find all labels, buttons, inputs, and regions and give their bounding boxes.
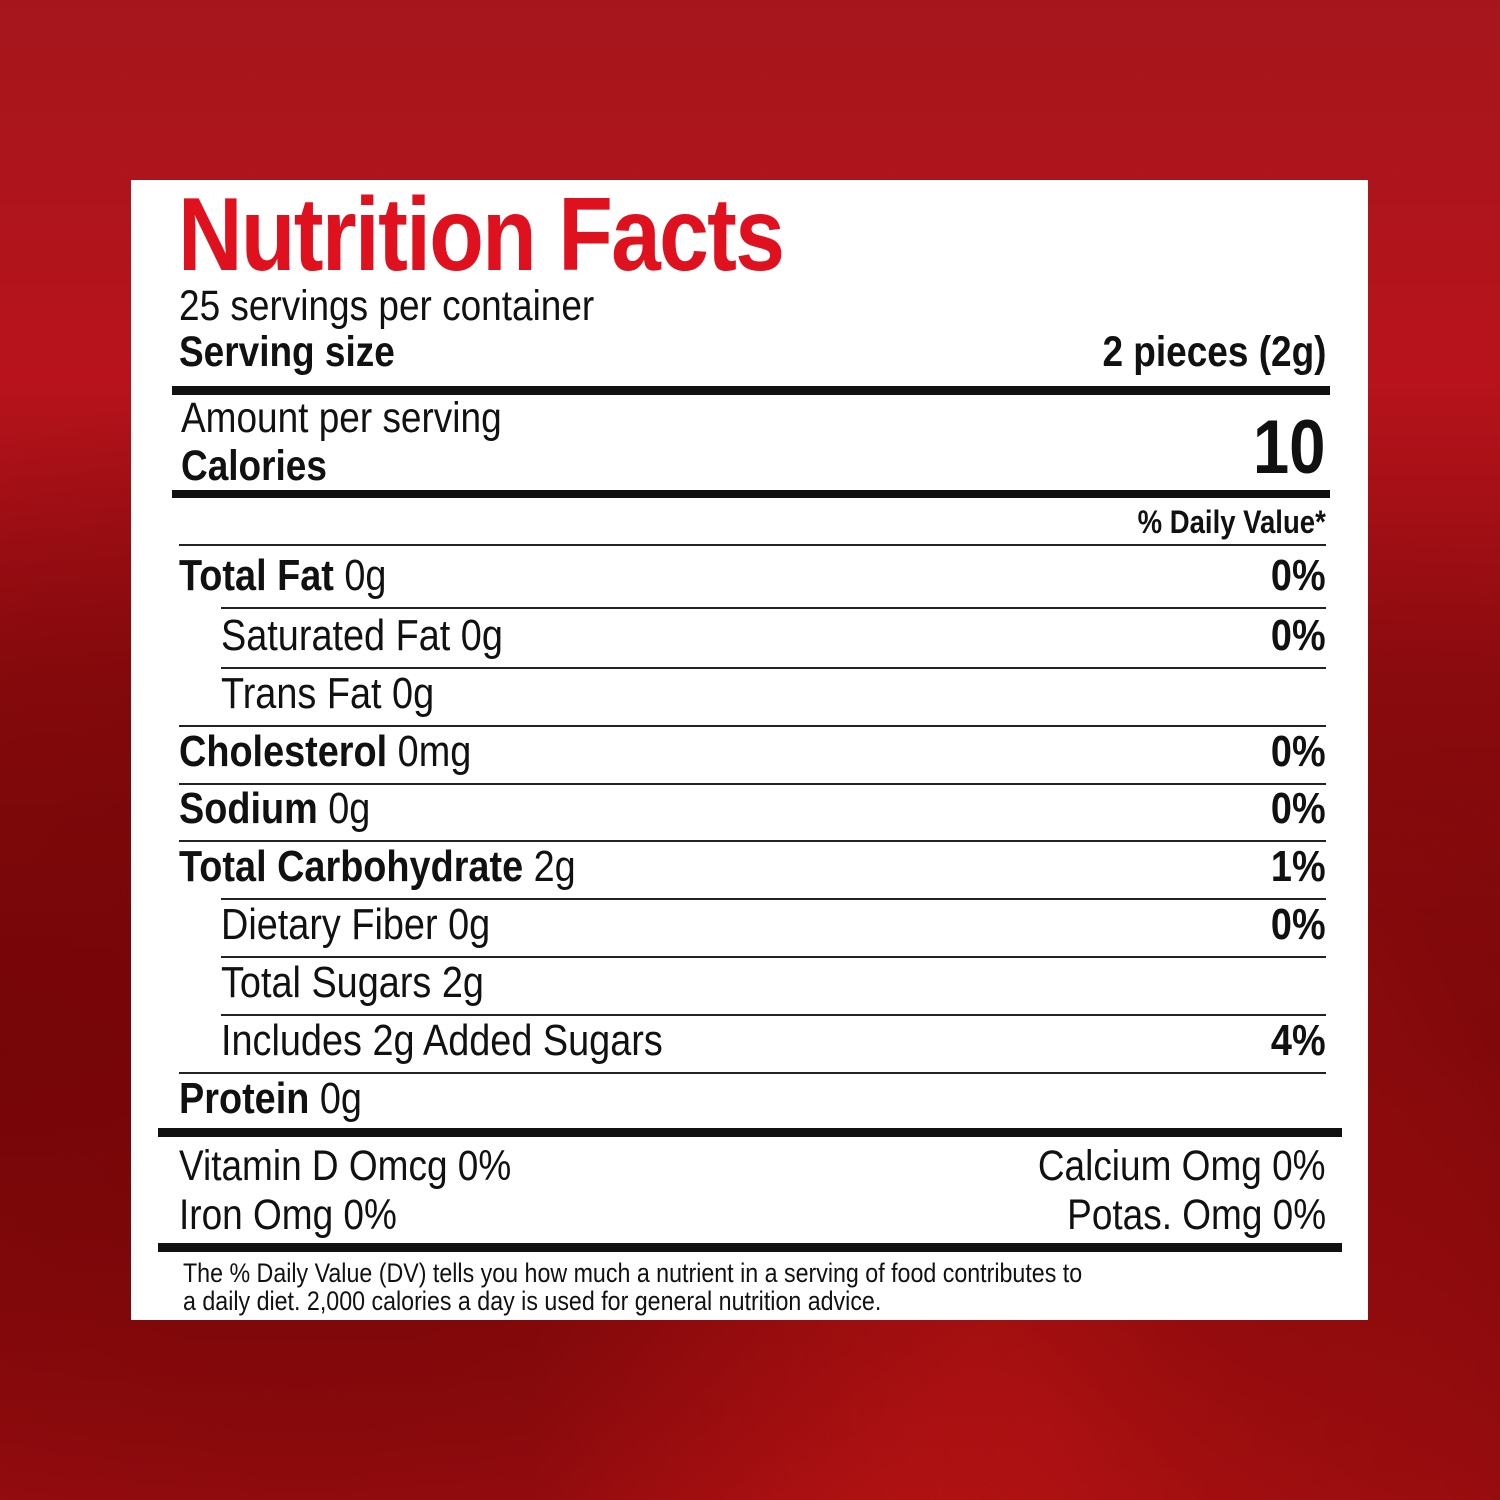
serving-size-label: Serving size	[179, 328, 395, 376]
nutrient-row: Protein 0g	[179, 1071, 1326, 1127]
amount-per-serving: Amount per serving	[181, 394, 502, 442]
nutrient-label: Cholesterol 0mg	[179, 727, 471, 777]
potassium: Potas. Omg 0%	[1067, 1191, 1326, 1239]
divider	[221, 1014, 1326, 1016]
divider	[179, 1072, 1326, 1074]
nutrient-amount: 0g	[319, 1074, 362, 1123]
divider	[179, 725, 1326, 727]
thick-divider	[158, 1128, 1342, 1137]
nutrient-label: Total Fat 0g	[179, 551, 386, 601]
vitamin-d: Vitamin D Omcg 0%	[179, 1142, 512, 1190]
nutrient-row: Trans Fat 0g	[221, 666, 1326, 722]
servings-per-container: 25 servings per container	[179, 282, 595, 330]
nutrient-row: Includes 2g Added Sugars 4%	[221, 1013, 1326, 1069]
divider	[221, 607, 1326, 609]
divider	[179, 783, 1326, 785]
nutrient-amount: 0g	[448, 900, 491, 949]
footnote-line-1: The % Daily Value (DV) tells you how muc…	[183, 1258, 1083, 1288]
footnote-line-2: a daily diet. 2,000 calories a day is us…	[183, 1286, 882, 1316]
nutrient-amount: 2g	[533, 842, 576, 891]
nutrient-amount: 0g	[344, 551, 387, 600]
nutrient-daily-value: 4%	[1271, 1016, 1326, 1065]
nutrient-amount: 0g	[328, 784, 371, 833]
divider	[221, 898, 1326, 900]
nutrient-label: Protein 0g	[179, 1074, 362, 1124]
nutrient-row: Total Carbohydrate 2g 1%	[179, 839, 1326, 895]
nutrient-label: Trans Fat 0g	[221, 669, 434, 719]
nutrition-facts-panel: Nutrition Facts 25 servings per containe…	[131, 180, 1368, 1320]
nutrient-daily-value: 0%	[1271, 727, 1326, 776]
nutrient-name: Total Carbohydrate	[179, 842, 524, 891]
divider	[179, 840, 1326, 842]
divider	[221, 667, 1326, 669]
calories-value: 10	[1253, 405, 1326, 490]
nutrient-daily-value: 0%	[1271, 900, 1326, 949]
nutrient-row: Saturated Fat 0g 0%	[221, 608, 1326, 664]
daily-value-header: % Daily Value*	[1137, 504, 1326, 540]
divider	[221, 956, 1326, 958]
thick-divider	[158, 1243, 1342, 1252]
nutrient-name: Trans Fat	[221, 669, 382, 718]
nutrient-amount: 0g	[392, 669, 435, 718]
iron: Iron Omg 0%	[179, 1191, 397, 1239]
nutrient-row: Cholesterol 0mg 0%	[179, 724, 1326, 780]
nutrient-label: Saturated Fat 0g	[221, 611, 503, 661]
nutrient-label: Includes 2g Added Sugars	[221, 1016, 663, 1066]
nutrient-label: Total Carbohydrate 2g	[179, 842, 576, 892]
nutrient-row: Total Sugars 2g	[221, 955, 1326, 1011]
nutrient-name: Total Sugars	[221, 958, 432, 1007]
nutrient-daily-value: 1%	[1271, 842, 1326, 891]
nutrient-row: Sodium 0g 0%	[179, 781, 1326, 837]
nutrient-daily-value: 0%	[1271, 611, 1326, 660]
nutrient-label: Sodium 0g	[179, 784, 370, 834]
nutrient-name: Dietary Fiber	[221, 900, 438, 949]
nutrient-row: Dietary Fiber 0g 0%	[221, 897, 1326, 953]
nutrient-row: Total Fat 0g 0%	[179, 548, 1326, 604]
thick-divider	[172, 490, 1330, 498]
calcium: Calcium Omg 0%	[1038, 1142, 1326, 1190]
nutrient-label: Total Sugars 2g	[221, 958, 484, 1008]
nutrient-daily-value: 0%	[1271, 551, 1326, 600]
serving-size-value: 2 pieces (2g)	[1101, 328, 1326, 376]
nutrient-daily-value: 0%	[1271, 784, 1326, 833]
nutrient-name: Cholesterol	[179, 727, 388, 776]
nutrient-amount: 2g	[441, 958, 484, 1007]
nutrient-amount: 0mg	[397, 727, 472, 776]
nutrient-name: Includes 2g Added Sugars	[221, 1016, 663, 1065]
nutrient-name: Protein	[179, 1074, 310, 1123]
nutrient-name: Sodium	[179, 784, 318, 833]
thick-divider	[172, 386, 1330, 395]
nutrient-label: Dietary Fiber 0g	[221, 900, 490, 950]
divider	[179, 544, 1326, 546]
calories-label: Calories	[181, 442, 327, 490]
nutrient-amount: 0g	[460, 611, 503, 660]
label-title: Nutrition Facts	[178, 177, 785, 293]
nutrient-name: Total Fat	[179, 551, 334, 600]
nutrient-name: Saturated Fat	[221, 611, 451, 660]
